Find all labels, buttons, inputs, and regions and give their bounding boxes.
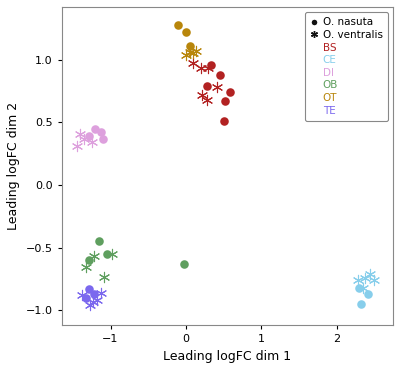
Point — [82, 263, 89, 269]
Point — [94, 297, 100, 303]
Point — [100, 136, 106, 142]
Point — [86, 257, 93, 263]
Point — [358, 301, 364, 307]
Y-axis label: Leading logFC dim 2: Leading logFC dim 2 — [7, 102, 20, 230]
Point — [92, 126, 99, 132]
Point — [77, 131, 84, 137]
Point — [220, 118, 227, 124]
Point — [91, 291, 97, 297]
Point — [87, 302, 93, 308]
Point — [190, 50, 196, 56]
Point — [214, 84, 221, 90]
Point — [86, 286, 93, 292]
Point — [91, 253, 97, 259]
Point — [98, 130, 104, 135]
Point — [175, 21, 182, 27]
Point — [98, 290, 105, 296]
Legend: O. nasuta, O. ventralis, BS, CE, DI, OB, OT, TE: O. nasuta, O. ventralis, BS, CE, DI, OB,… — [305, 12, 388, 121]
Point — [198, 65, 204, 71]
Point — [354, 278, 361, 283]
Point — [208, 62, 214, 68]
Point — [204, 97, 210, 103]
Point — [360, 285, 366, 291]
Point — [89, 139, 96, 145]
Point — [187, 49, 194, 55]
Point — [216, 72, 223, 78]
Point — [371, 278, 378, 283]
Point — [226, 89, 233, 95]
Point — [199, 92, 206, 98]
Point — [183, 29, 189, 35]
Point — [79, 292, 85, 298]
Point — [104, 251, 110, 257]
Point — [82, 295, 89, 301]
Point — [81, 136, 87, 142]
Point — [86, 133, 93, 139]
Point — [204, 83, 210, 89]
Point — [181, 261, 188, 267]
Point — [367, 271, 374, 277]
Point — [362, 275, 368, 281]
Point — [365, 291, 371, 297]
Point — [190, 60, 196, 66]
Point — [187, 43, 194, 49]
Point — [356, 285, 362, 291]
Point — [90, 299, 96, 305]
Point — [101, 273, 108, 279]
Point — [73, 143, 80, 149]
Point — [205, 65, 212, 71]
Point — [222, 98, 228, 104]
Point — [183, 52, 189, 58]
Point — [96, 239, 102, 245]
X-axis label: Leading logFC dim 1: Leading logFC dim 1 — [163, 350, 291, 363]
Point — [193, 48, 200, 54]
Point — [109, 251, 115, 257]
